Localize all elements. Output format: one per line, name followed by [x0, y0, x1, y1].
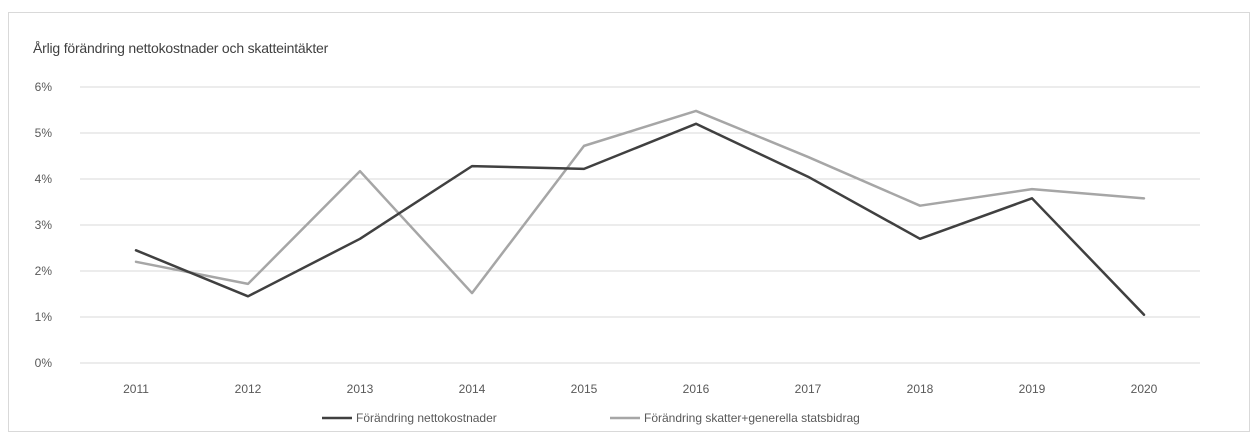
x-tick-label: 2016: [683, 382, 710, 396]
y-tick-label: 6%: [35, 80, 53, 94]
y-tick-label: 1%: [35, 310, 53, 324]
x-tick-label: 2015: [571, 382, 598, 396]
y-tick-label: 2%: [35, 264, 53, 278]
legend-label: Förändring nettokostnader: [356, 411, 497, 425]
x-tick-label: 2020: [1131, 382, 1158, 396]
x-tick-label: 2013: [347, 382, 374, 396]
chart-title: Årlig förändring nettokostnader och skat…: [33, 40, 329, 56]
x-tick-label: 2011: [123, 382, 149, 396]
y-tick-label: 5%: [35, 126, 53, 140]
legend: Förändring nettokostnader Förändring skat…: [322, 411, 860, 425]
y-tick-label: 0%: [35, 356, 53, 370]
x-tick-label: 2018: [907, 382, 934, 396]
chart-frame: [8, 12, 1250, 432]
x-tick-label: 2019: [1019, 382, 1046, 396]
y-tick-label: 3%: [35, 218, 53, 232]
x-tick-label: 2012: [235, 382, 262, 396]
y-axis-ticks: 0% 1% 2% 3% 4% 5% 6%: [35, 80, 53, 370]
gridlines: [80, 86, 1200, 364]
x-tick-label: 2017: [795, 382, 822, 396]
series-line-0: [134, 122, 1146, 316]
x-axis-ticks: 2011 2012 2013 2014 2015 2016 2017 2018 2019 2020: [123, 382, 1158, 396]
x-tick-label: 2014: [459, 382, 486, 396]
series-line-1: [134, 109, 1146, 295]
series-lines: [134, 109, 1146, 316]
y-tick-label: 4%: [35, 172, 53, 186]
legend-label: Förändring skatter+generella statsbidrag: [644, 411, 860, 425]
